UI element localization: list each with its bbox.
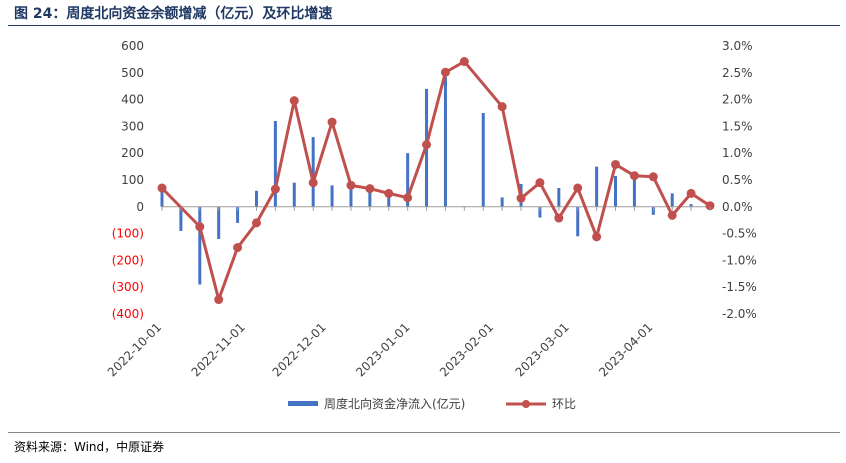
y-tick-label: 100 xyxy=(121,173,144,187)
y2-tick-label: -1.5% xyxy=(722,280,757,294)
line-point xyxy=(440,67,450,77)
y-tick-label: 0 xyxy=(136,200,144,214)
bar xyxy=(595,166,599,207)
line-point xyxy=(686,188,696,198)
x-tick-label: 2022-10-01 xyxy=(105,320,164,379)
y2-tick-label: 2.0% xyxy=(722,93,753,107)
line-point xyxy=(459,57,469,67)
y-tick-label: (200) xyxy=(112,253,144,267)
line-point xyxy=(648,172,658,182)
y2-tick-label: -2.0% xyxy=(722,307,757,321)
bar xyxy=(273,121,277,207)
legend-bar-label: 周度北向资金净流入(亿元) xyxy=(324,396,465,411)
bar xyxy=(292,182,296,207)
line-point xyxy=(289,96,299,106)
y-tick-label: (300) xyxy=(112,280,144,294)
chart-title: 图 24：周度北向资金余额增减（亿元）及环比增速 xyxy=(14,6,333,22)
line-series xyxy=(157,57,715,305)
title-rule xyxy=(8,25,840,26)
line-point xyxy=(195,222,205,232)
line-point xyxy=(611,159,621,169)
y-tick-label: 300 xyxy=(121,119,144,133)
line-point xyxy=(365,184,375,194)
y2-tick-label: -1.0% xyxy=(722,253,757,267)
bar xyxy=(330,185,334,207)
line-point xyxy=(497,102,507,112)
left-axis: 600 500 400 300 200 100 0 (100) (200) (300) (400) xyxy=(112,39,144,321)
bar xyxy=(406,153,410,207)
line-point xyxy=(157,183,167,193)
y-tick-label: 500 xyxy=(121,66,144,80)
bar xyxy=(670,193,674,207)
bar xyxy=(481,113,485,207)
x-tick-label: 2023-02-01 xyxy=(437,320,496,379)
y2-tick-label: 0.0% xyxy=(722,200,753,214)
bar xyxy=(217,206,221,239)
y2-tick-label: 3.0% xyxy=(722,39,753,53)
line-point xyxy=(554,213,564,223)
y2-tick-label: -0.5% xyxy=(722,227,757,241)
chart: 6005004003002001000(100)(200)(300)(400) … xyxy=(105,39,757,411)
legend: 周度北向资金净流入(亿元) 环比 xyxy=(288,396,576,411)
line-point xyxy=(384,188,394,198)
y-tick-label: (400) xyxy=(112,307,144,321)
bar xyxy=(614,175,618,207)
x-tick-label: 2023-03-01 xyxy=(513,320,572,379)
legend-bar-swatch xyxy=(288,401,318,406)
x-axis: 2022-10-01 2022-11-01 2022-12-01 2023-01-01… xyxy=(105,206,711,379)
legend-line-label: 环比 xyxy=(552,397,576,411)
line-point xyxy=(327,117,337,127)
bar xyxy=(632,177,636,207)
bar xyxy=(651,206,655,215)
y2-tick-label: 2.5% xyxy=(722,66,753,80)
y2-tick-label: 0.5% xyxy=(722,173,753,187)
right-axis: 3.0% 2.5% 2.0% 1.5% 1.0% 0.5% 0.0% -0.5% -1.0% -1… xyxy=(722,39,757,321)
line-point xyxy=(667,210,677,220)
y-tick-label: (100) xyxy=(112,227,144,241)
line-point xyxy=(251,218,261,228)
y2-tick-label: 1.5% xyxy=(722,119,753,133)
bar xyxy=(557,188,561,207)
line-point xyxy=(573,183,583,193)
legend-line-marker xyxy=(522,400,530,408)
line-point xyxy=(629,171,639,181)
x-tick-label: 2023-04-01 xyxy=(596,320,655,379)
bar xyxy=(368,190,372,207)
x-tick-label: 2022-12-01 xyxy=(270,320,329,379)
bar xyxy=(387,196,391,207)
bar xyxy=(500,197,504,207)
source-note: 资料来源：Wind，中原证券 xyxy=(14,440,165,454)
line-point xyxy=(592,232,602,242)
y-tick-label: 600 xyxy=(121,39,144,53)
x-tick-label: 2023-01-01 xyxy=(353,320,412,379)
line-point xyxy=(705,201,715,211)
line-point xyxy=(346,180,356,190)
bar xyxy=(443,76,447,207)
x-tick-label: 2022-11-01 xyxy=(189,320,248,379)
line-point xyxy=(535,178,545,188)
bar xyxy=(254,190,258,207)
line-point xyxy=(270,184,280,194)
line-point xyxy=(214,295,224,305)
line-point xyxy=(516,193,526,203)
y2-tick-label: 1.0% xyxy=(722,146,753,160)
source-rule xyxy=(8,432,840,433)
line-point xyxy=(233,243,243,253)
y-tick-label: 400 xyxy=(121,93,144,107)
bar xyxy=(576,206,580,237)
bar xyxy=(349,188,353,207)
line-path xyxy=(160,60,711,302)
bar xyxy=(538,206,542,218)
bar xyxy=(160,188,164,207)
y-tick-label: 200 xyxy=(121,146,144,160)
line-point xyxy=(422,140,432,150)
bar xyxy=(689,204,693,207)
bar-series xyxy=(160,76,693,285)
bar xyxy=(198,206,202,285)
line-point xyxy=(403,193,413,203)
bar xyxy=(236,206,240,223)
bar xyxy=(311,137,315,207)
line-point xyxy=(308,178,318,188)
bar xyxy=(179,206,183,231)
